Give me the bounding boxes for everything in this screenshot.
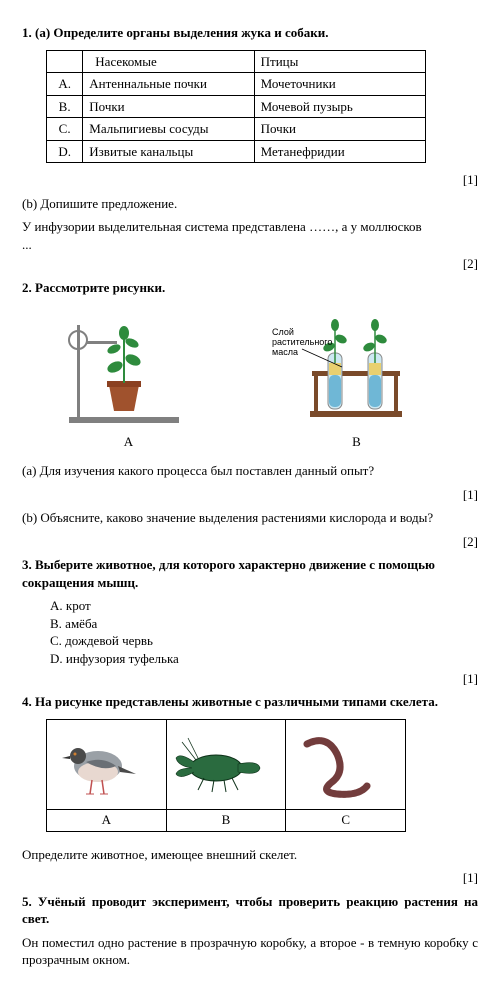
cell: [47, 50, 83, 73]
cell: Извитые канальцы: [83, 140, 254, 163]
q5-title: 5. Учёный проводит эксперимент, чтобы пр…: [22, 893, 478, 928]
annot1: Слой: [272, 327, 294, 337]
cell: Почки: [254, 118, 425, 141]
figure-plant-b-icon: Слой растительного масла: [272, 305, 442, 425]
q1b-lead: (b) Допишите предложение.: [22, 195, 478, 213]
q2-figures: Слой растительного масла: [22, 305, 478, 425]
table-row: C. Мальпигиевы сосуды Почки: [47, 118, 426, 141]
animal-a-cell: [47, 719, 167, 809]
q1: 1. (a) Определите органы выделения жука …: [22, 24, 478, 273]
cell: Мочевой пузырь: [254, 95, 425, 118]
q1-title: 1. (a) Определите органы выделения жука …: [22, 24, 478, 42]
q2a-points: [1]: [22, 486, 478, 504]
cell: C: [286, 809, 406, 831]
table-row: [47, 719, 406, 809]
q3-options: A. крот B. амёба C. дождевой червь D. ин…: [50, 597, 478, 667]
q3-opt-d: D. инфузория туфелька: [50, 650, 478, 668]
q2b-points: [2]: [22, 533, 478, 551]
q1a-points: [1]: [22, 171, 478, 189]
cell: B.: [47, 95, 83, 118]
q4: 4. На рисунке представлены животные с ра…: [22, 693, 478, 887]
q3-title: 3. Выберите животное, для которого харак…: [22, 556, 478, 591]
q1-table: Насекомые Птицы A. Антеннальные почки Мо…: [46, 50, 426, 164]
table-row: A. Антеннальные почки Мочеточники: [47, 73, 426, 96]
q2-title: 2. Рассмотрите рисунки.: [22, 279, 478, 297]
cell: Почки: [83, 95, 254, 118]
q1b-text2: ...: [22, 236, 478, 254]
table-row: B. Почки Мочевой пузырь: [47, 95, 426, 118]
q3-points: [1]: [22, 670, 478, 688]
q1b-text1: У инфузории выделительная система предст…: [22, 218, 478, 236]
q3-opt-c: C. дождевой червь: [50, 632, 478, 650]
fig-b-label: B: [272, 433, 442, 451]
lobster-icon: [168, 724, 268, 804]
cell: Птицы: [254, 50, 425, 73]
animal-b-cell: [166, 719, 286, 809]
cell: Метанефридии: [254, 140, 425, 163]
bird-icon: [48, 724, 148, 804]
figure-plant-a-icon: [59, 305, 199, 425]
worm-icon: [287, 724, 387, 804]
table-row: D. Извитые канальцы Метанефридии: [47, 140, 426, 163]
cell: D.: [47, 140, 83, 163]
table-row: A B C: [47, 809, 406, 831]
q2: 2. Рассмотрите рисунки.: [22, 279, 478, 550]
annot2: растительного: [272, 337, 332, 347]
cell: B: [166, 809, 286, 831]
q2-labels: A B: [22, 433, 478, 451]
q3-opt-a: A. крот: [50, 597, 478, 615]
cell: A.: [47, 73, 83, 96]
q2b-text: (b) Объясните, каково значение выделения…: [22, 509, 478, 527]
q4-points: [1]: [22, 869, 478, 887]
cell: Насекомые: [83, 50, 254, 73]
q3-opt-b: B. амёба: [50, 615, 478, 633]
cell: Антеннальные почки: [83, 73, 254, 96]
q4-table: A B C: [46, 719, 406, 832]
fig-a-label: A: [59, 433, 199, 451]
annot3: масла: [272, 347, 298, 357]
table-row: Насекомые Птицы: [47, 50, 426, 73]
q2a-text: (a) Для изучения какого процесса был пос…: [22, 462, 478, 480]
q5-text: Он поместил одно растение в прозрачную к…: [22, 934, 478, 969]
cell: C.: [47, 118, 83, 141]
q3: 3. Выберите животное, для которого харак…: [22, 556, 478, 687]
q1b-points: [2]: [22, 255, 478, 273]
cell: Мочеточники: [254, 73, 425, 96]
q4-question: Определите животное, имеющее внешний ске…: [22, 846, 478, 864]
cell: Мальпигиевы сосуды: [83, 118, 254, 141]
animal-c-cell: [286, 719, 406, 809]
q5: 5. Учёный проводит эксперимент, чтобы пр…: [22, 893, 478, 969]
cell: A: [47, 809, 167, 831]
q4-title: 4. На рисунке представлены животные с ра…: [22, 693, 478, 711]
